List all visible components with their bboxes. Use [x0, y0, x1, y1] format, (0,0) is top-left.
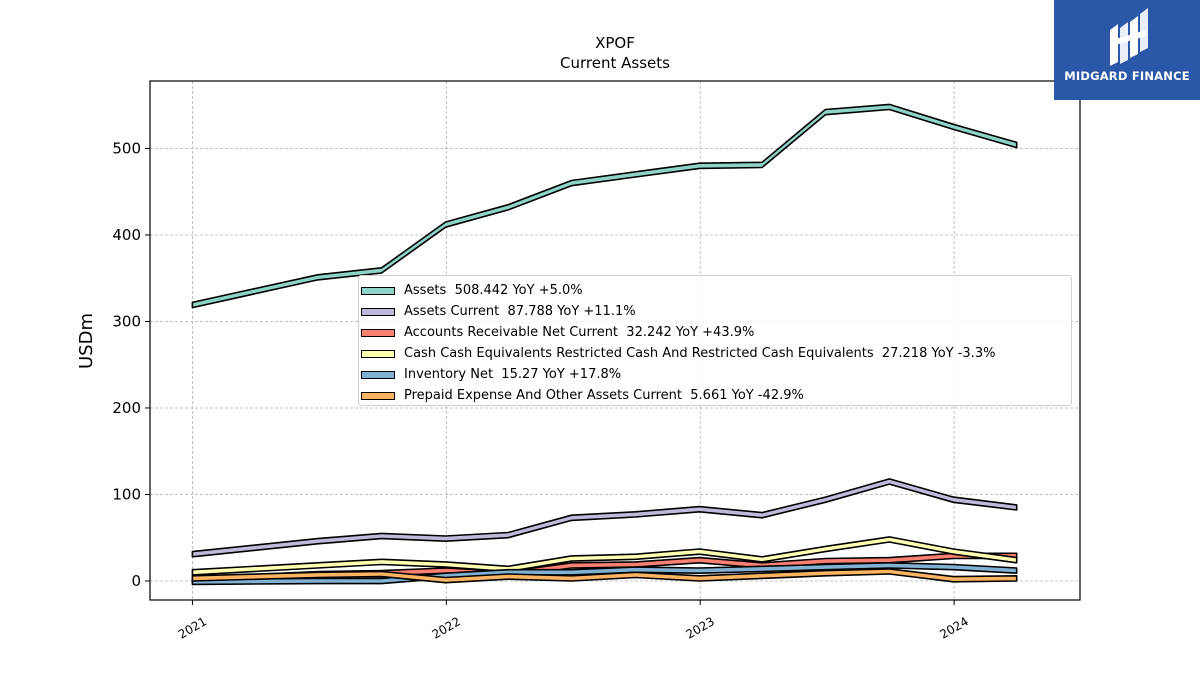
y-tick-label: 300 — [112, 312, 141, 330]
chart-subtitle: Current Assets — [560, 54, 670, 72]
legend-item: Assets Current 87.788 YoY +11.1% — [359, 301, 1071, 322]
plot-frame — [149, 80, 1081, 601]
x-tick-label: 2021 — [176, 614, 209, 641]
legend-item: Assets 508.442 YoY +5.0% — [359, 280, 1071, 301]
series-area-prepaid-expense-and-other-assets-current — [191, 568, 1018, 584]
legend-item: Prepaid Expense And Other Assets Current… — [359, 385, 1071, 406]
y-tick-label: 400 — [112, 226, 141, 244]
y-tick-label: 500 — [112, 139, 141, 157]
legend-item: Accounts Receivable Net Current 32.242 Y… — [359, 322, 1071, 343]
legend-label: Accounts Receivable Net Current 32.242 Y… — [404, 325, 755, 340]
legend-label: Cash Cash Equivalents Restricted Cash An… — [404, 346, 996, 361]
legend-swatch — [361, 349, 395, 358]
y-axis-label: USDm — [76, 313, 97, 369]
y-tick-label: 100 — [112, 485, 141, 503]
legend-label: Inventory Net 15.27 YoY +17.8% — [404, 367, 622, 382]
legend-item: Cash Cash Equivalents Restricted Cash An… — [359, 343, 1071, 364]
chart-title: XPOF — [595, 34, 635, 52]
legend-item: Inventory Net 15.27 YoY +17.8% — [359, 364, 1071, 385]
legend-swatch — [361, 391, 395, 400]
series-area-assets-current — [191, 478, 1018, 558]
x-tick-label: 2023 — [683, 614, 716, 641]
x-tick-label: 2024 — [937, 614, 970, 641]
y-tick-label: 200 — [112, 399, 141, 417]
legend-swatch — [361, 328, 395, 337]
series-area-assets — [191, 103, 1018, 309]
series-areas — [191, 103, 1018, 586]
midgard-finance-logo: MIDGARD FINANCE — [1054, 0, 1200, 100]
series-area-cash-cash-equivalents-restricted-cash-and-restricted-cash-equivalents — [191, 536, 1018, 576]
legend: Assets 508.442 YoY +5.0% Assets Current 8… — [358, 275, 1072, 406]
logo-text: MIDGARD FINANCE — [1064, 69, 1190, 83]
x-tick-label: 2022 — [430, 614, 463, 641]
legend-label: Assets Current 87.788 YoY +11.1% — [404, 304, 636, 319]
legend-swatch — [361, 307, 395, 316]
legend-swatch — [361, 286, 395, 295]
logo-mark-icon — [1110, 8, 1148, 66]
legend-label: Prepaid Expense And Other Assets Current… — [404, 388, 804, 403]
legend-swatch — [361, 370, 395, 379]
legend-label: Assets 508.442 YoY +5.0% — [404, 283, 583, 298]
y-tick-label: 0 — [131, 572, 141, 590]
